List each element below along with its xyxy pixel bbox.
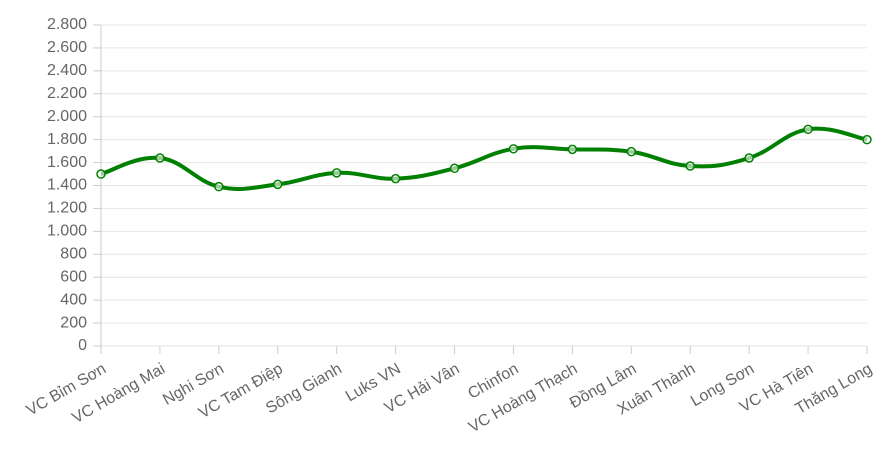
y-tick-label: 200 <box>60 314 87 331</box>
point <box>685 161 695 171</box>
y-tick-label: 1.000 <box>47 223 87 240</box>
y-tick-label: 600 <box>60 268 87 285</box>
point <box>744 153 754 163</box>
y-tick-label: 2.600 <box>47 39 87 56</box>
y-tick-label: 1.600 <box>47 154 87 171</box>
y-tick-label: 1.800 <box>47 131 87 148</box>
point <box>155 153 165 163</box>
point <box>626 146 637 157</box>
point <box>273 179 283 190</box>
y-tick-label: 0 <box>78 337 87 354</box>
point <box>567 144 578 155</box>
y-tick-label: 2.800 <box>47 16 87 33</box>
point <box>390 173 401 184</box>
y-tick-label: 1.400 <box>47 177 87 194</box>
y-tick-label: 2.200 <box>47 85 87 102</box>
point <box>508 144 519 154</box>
y-tick-label: 1.200 <box>47 200 87 217</box>
point <box>449 163 460 174</box>
x-tick-label: VC Hoàng Thạch <box>466 360 581 436</box>
point <box>862 134 872 145</box>
y-tick-label: 400 <box>60 291 87 308</box>
y-tick-label: 2.400 <box>47 62 87 79</box>
point <box>96 169 106 179</box>
point <box>803 124 813 135</box>
point <box>214 181 224 192</box>
y-tick-label: 2.000 <box>47 108 87 125</box>
y-tick-label: 800 <box>60 246 87 263</box>
point <box>331 168 342 178</box>
